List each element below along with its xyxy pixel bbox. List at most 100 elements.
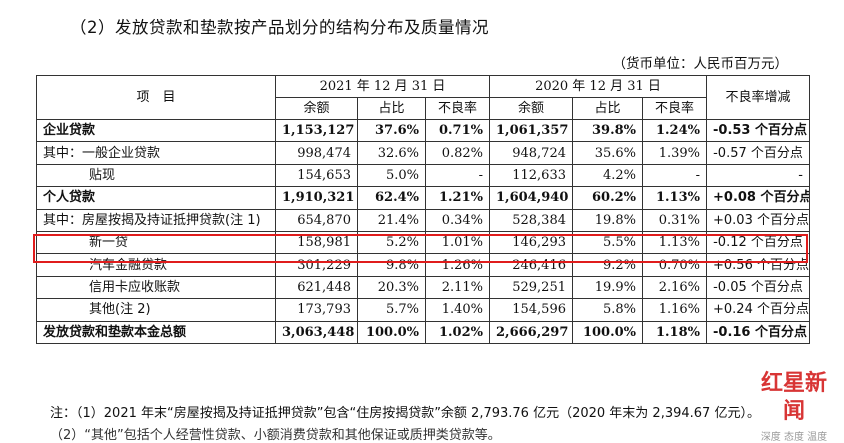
header-2020: 2020 年 12 月 31 日 [489, 75, 707, 98]
npl-2021: 1.02% [425, 320, 490, 344]
npl-change: +0.08 个百分点 [706, 186, 810, 210]
currency-unit: （货币单位：人民币百万元） [612, 56, 789, 72]
share-2021: 100.0% [357, 320, 426, 344]
npl-2020: - [642, 163, 707, 188]
npl-change: +0.03 个百分点 [706, 208, 810, 232]
npl-2020: 1.13% [642, 186, 707, 210]
share-2020: 4.2% [572, 163, 643, 188]
row-label: 发放贷款和垫款本金总额 [36, 320, 276, 344]
balance-2021: 3,063,448 [275, 320, 358, 344]
balance-2021: 158,981 [275, 230, 358, 255]
npl-change: -0.16 个百分点 [706, 320, 810, 344]
row-label: 贴现 [36, 163, 276, 188]
row-label: 其中：一般企业贷款 [36, 141, 276, 165]
header-row-1: 项 目 2021 年 12 月 31 日 2020 年 12 月 31 日 不良… [36, 75, 810, 120]
balance-2020: 246,416 [489, 253, 573, 277]
npl-2020: 1.39% [642, 141, 707, 165]
balance-2021: 1,153,127 [275, 118, 358, 143]
table-row: 个人贷款 1,910,321 62.4% 1.21% 1,604,940 60.… [36, 186, 810, 210]
balance-2021: 301,229 [275, 253, 358, 277]
npl-2021: 1.40% [425, 298, 490, 322]
section-title: （2）发放贷款和垫款按产品划分的结构分布及质量情况 [70, 18, 489, 37]
npl-2021: 1.26% [425, 253, 490, 277]
npl-change: -0.53 个百分点 [706, 118, 810, 143]
npl-2020: 0.70% [642, 253, 707, 277]
npl-change: +0.56 个百分点 [706, 253, 810, 277]
table-row: 汽车金融贷款 301,229 9.8% 1.26% 246,416 9.2% 0… [36, 253, 810, 277]
balance-2021: 173,793 [275, 298, 358, 322]
share-2021: 32.6% [357, 141, 426, 165]
balance-2020: 529,251 [489, 275, 573, 300]
npl-change: - [706, 163, 810, 188]
share-2020: 19.8% [572, 208, 643, 232]
share-2020: 5.5% [572, 230, 643, 255]
share-2021: 5.7% [357, 298, 426, 322]
table-row: 企业贷款 1,153,127 37.6% 0.71% 1,061,357 39.… [36, 118, 810, 143]
header-npl-2021: 不良率 [425, 97, 490, 120]
balance-2020: 154,596 [489, 298, 573, 322]
npl-2020: 0.31% [642, 208, 707, 232]
header-balance-2021: 余额 [275, 97, 358, 120]
balance-2021: 998,474 [275, 141, 358, 165]
share-2020: 35.6% [572, 141, 643, 165]
balance-2021: 154,653 [275, 163, 358, 188]
balance-2020: 2,666,297 [489, 320, 573, 344]
row-label: 其他(注 2) [36, 298, 276, 322]
npl-2020: 1.13% [642, 230, 707, 255]
npl-2021: 2.11% [425, 275, 490, 300]
watermark: 红星新闻 深度 态度 温度 [754, 370, 834, 443]
row-label: 个人贷款 [36, 186, 276, 210]
watermark-logo: 红星新闻 [760, 371, 827, 424]
row-label: 其中：房屋按揭及持证抵押贷款(注 1) [36, 208, 276, 232]
table-row: 新一贷 158,981 5.2% 1.01% 146,293 5.5% 1.13… [36, 230, 810, 255]
npl-2020: 1.18% [642, 320, 707, 344]
npl-2020: 1.24% [642, 118, 707, 143]
header-item: 项 目 [36, 75, 276, 120]
balance-2021: 654,870 [275, 208, 358, 232]
row-label: 信用卡应收账款 [36, 275, 276, 300]
balance-2020: 528,384 [489, 208, 573, 232]
balance-2021: 621,448 [275, 275, 358, 300]
table-row: 其中：一般企业贷款 998,474 32.6% 0.82% 948,724 35… [36, 141, 810, 165]
header-npl-change: 不良率增减 [706, 75, 810, 120]
table-row: 贴现 154,653 5.0% - 112,633 4.2% - - [36, 163, 810, 188]
npl-2020: 1.16% [642, 298, 707, 322]
loan-structure-table: 项 目 2021 年 12 月 31 日 2020 年 12 月 31 日 不良… [36, 75, 810, 344]
share-2021: 9.8% [357, 253, 426, 277]
share-2020: 60.2% [572, 186, 643, 210]
share-2021: 20.3% [357, 275, 426, 300]
balance-2020: 112,633 [489, 163, 573, 188]
share-2020: 39.8% [572, 118, 643, 143]
header-share-2021: 占比 [357, 97, 426, 120]
share-2021: 37.6% [357, 118, 426, 143]
balance-2021: 1,910,321 [275, 186, 358, 210]
table-row: 其中：房屋按揭及持证抵押贷款(注 1) 654,870 21.4% 0.34% … [36, 208, 810, 232]
npl-change: -0.57 个百分点 [706, 141, 810, 165]
npl-change: +0.24 个百分点 [706, 298, 810, 322]
header-row-2: 余额 占比 不良率 余额 占比 不良率 [37, 97, 810, 120]
row-label: 新一贷 [36, 230, 276, 255]
row-label: 汽车金融贷款 [36, 253, 276, 277]
footnote-1: 注：（1）2021 年末“房屋按揭及持证抵押贷款”包含“住房按揭贷款”余额 2,… [50, 406, 760, 421]
balance-2020: 1,604,940 [489, 186, 573, 210]
share-2021: 21.4% [357, 208, 426, 232]
npl-2021: 1.01% [425, 230, 490, 255]
npl-2021: - [425, 163, 490, 188]
share-2020: 5.8% [572, 298, 643, 322]
balance-2020: 146,293 [489, 230, 573, 255]
header-balance-2020: 余额 [489, 97, 573, 120]
npl-change: -0.05 个百分点 [706, 275, 810, 300]
npl-2021: 0.82% [425, 141, 490, 165]
npl-change: -0.12 个百分点 [706, 230, 810, 255]
share-2021: 62.4% [357, 186, 426, 210]
npl-2021: 0.34% [425, 208, 490, 232]
header-share-2020: 占比 [572, 97, 643, 120]
npl-2020: 2.16% [642, 275, 707, 300]
npl-2021: 1.21% [425, 186, 490, 210]
table-row-total: 发放贷款和垫款本金总额 3,063,448 100.0% 1.02% 2,666… [36, 320, 810, 344]
footnote-2: （2）“其他”包括个人经营性贷款、小额消费贷款和其他保证或质押类贷款等。 [50, 428, 501, 443]
share-2020: 19.9% [572, 275, 643, 300]
header-npl-2020: 不良率 [642, 97, 707, 120]
header-2021: 2021 年 12 月 31 日 [275, 75, 490, 98]
row-label: 企业贷款 [36, 118, 276, 143]
